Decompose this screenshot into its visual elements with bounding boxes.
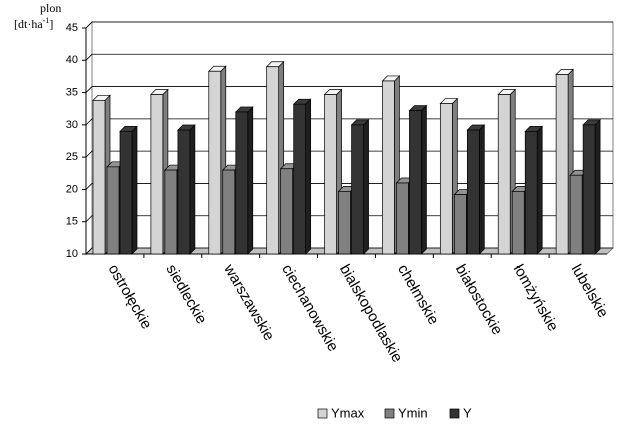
unit-base: [dt·ha bbox=[14, 17, 43, 31]
x-tick-label: łomżyńskie bbox=[510, 262, 562, 335]
bar bbox=[396, 182, 409, 255]
y-tick-label: 40 bbox=[66, 54, 78, 66]
bar bbox=[235, 111, 249, 255]
y-axis-title: plon bbox=[40, 1, 61, 15]
bar bbox=[582, 124, 596, 255]
bar bbox=[351, 124, 364, 255]
bar-side bbox=[536, 125, 543, 255]
bar bbox=[569, 174, 583, 255]
bar-side bbox=[594, 119, 601, 255]
bar bbox=[466, 129, 480, 255]
grid-line bbox=[85, 183, 613, 190]
bar bbox=[324, 94, 337, 255]
y-axis-unit: [dt·ha-1] bbox=[14, 16, 53, 31]
bar bbox=[266, 66, 280, 255]
y-tick-label: 35 bbox=[66, 86, 78, 98]
grid-line bbox=[85, 86, 613, 93]
bar-side bbox=[363, 119, 369, 255]
unit-sup: -1 bbox=[43, 16, 50, 25]
legend-label: Ymin bbox=[398, 405, 428, 420]
x-tick-label: siedleckie bbox=[162, 262, 210, 328]
bar bbox=[338, 191, 351, 255]
bar bbox=[382, 80, 395, 255]
y-tick-label: 25 bbox=[66, 151, 78, 163]
legend-swatch bbox=[317, 408, 328, 419]
legend-label: Ymax bbox=[331, 405, 365, 420]
bar bbox=[222, 169, 236, 255]
bar bbox=[555, 74, 569, 255]
grid-line bbox=[85, 150, 613, 158]
x-tick-label: bialskopodlaskie bbox=[336, 262, 406, 366]
bar-side bbox=[478, 124, 485, 255]
bar bbox=[497, 94, 511, 255]
bar-side bbox=[421, 104, 427, 255]
x-tick-label: lubelskie bbox=[568, 262, 612, 321]
bar bbox=[409, 110, 422, 255]
bar bbox=[293, 103, 307, 255]
x-tick-label: ciechanowskie bbox=[278, 262, 342, 355]
bar bbox=[524, 130, 538, 255]
grid-line bbox=[85, 53, 613, 61]
y-tick-label: 45 bbox=[66, 22, 78, 34]
bar-side bbox=[131, 125, 138, 255]
grid-line bbox=[85, 118, 613, 126]
x-tick-label: białostockie bbox=[452, 262, 506, 338]
grid-line bbox=[85, 21, 613, 29]
bar bbox=[439, 103, 453, 255]
unit-end: ] bbox=[49, 17, 53, 31]
bar bbox=[208, 70, 222, 255]
bar bbox=[164, 169, 178, 255]
legend-swatch bbox=[449, 408, 460, 419]
x-tick-label: warszawskie bbox=[220, 261, 278, 344]
bar-side bbox=[189, 124, 196, 255]
y-tick-label: 30 bbox=[66, 119, 78, 131]
y-tick-label: 20 bbox=[66, 183, 78, 195]
bar-side bbox=[247, 106, 254, 255]
bar bbox=[92, 99, 106, 255]
x-tick-label: ostrołęckie bbox=[105, 262, 156, 333]
x-tick-label: chełmskie bbox=[394, 262, 442, 328]
bar bbox=[119, 130, 133, 255]
bar bbox=[453, 194, 467, 255]
bar-side bbox=[305, 98, 312, 255]
bar bbox=[150, 94, 164, 255]
y-tick-label: 15 bbox=[66, 216, 78, 228]
legend-label: Y bbox=[463, 405, 472, 420]
y-tick-label: 10 bbox=[66, 248, 78, 260]
grid-line bbox=[85, 215, 613, 222]
grid-line bbox=[85, 247, 613, 255]
bar bbox=[106, 166, 120, 255]
bar bbox=[511, 191, 525, 255]
legend-swatch bbox=[384, 408, 395, 419]
bar bbox=[177, 129, 191, 255]
bar bbox=[280, 168, 294, 255]
